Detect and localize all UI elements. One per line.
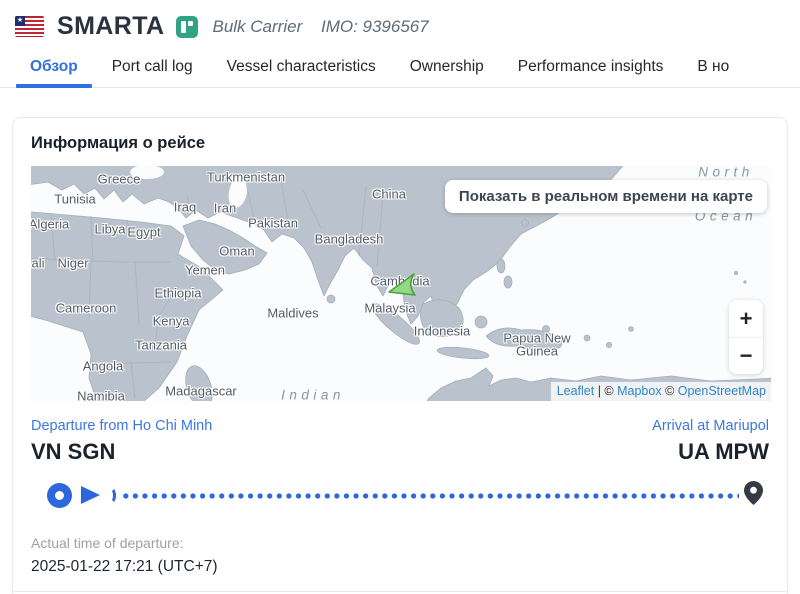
map-label-niger: Niger	[57, 255, 89, 271]
tab-port-call-log[interactable]: Port call log	[111, 57, 193, 75]
attribution-separator: |	[594, 384, 605, 398]
voyage-map[interactable]: Greece Turkmenistan China Tunisia Iraq Iran Pa…	[31, 166, 771, 401]
actual-departure-label: Actual time of departure:	[31, 535, 184, 551]
map-label-algeria: Algeria	[31, 216, 70, 232]
map-label-yemen: Yemen	[185, 262, 225, 278]
destination-pin-icon	[744, 481, 763, 505]
tab-в-но[interactable]: В но	[697, 57, 730, 75]
route-dotted-track	[121, 493, 739, 499]
leaflet-link[interactable]: Leaflet	[556, 384, 595, 398]
map-label-pakistan: Pakistan	[248, 215, 298, 231]
map-label-cambodia: Cambodia	[370, 273, 430, 289]
map-label-namibia: Namibia	[77, 388, 125, 402]
arrival-link[interactable]: Arrival at Mariupol	[652, 418, 769, 434]
map-label-china: China	[372, 186, 406, 202]
ocean-label-north: North	[698, 166, 754, 180]
map-label-turkmenistan: Turkmenistan	[206, 169, 286, 185]
zoom-out-button[interactable]: −	[729, 337, 763, 374]
card-title: Информация о рейсе	[31, 134, 206, 152]
copyright-symbol: ©	[604, 384, 618, 398]
tab-vessel-characteristics[interactable]: Vessel characteristics	[226, 57, 376, 75]
map-label-tunisia: Tunisia	[54, 191, 96, 207]
tab-ownership[interactable]: Ownership	[409, 57, 484, 75]
map-label-guinea: Guinea	[516, 343, 558, 359]
origin-marker-icon	[47, 483, 72, 508]
mapbox-link[interactable]: Mapbox	[617, 384, 662, 398]
map-label-ethiopia: Ethiopia	[154, 285, 202, 301]
map-attribution: Leaflet | © Mapbox © OpenStreetMap	[550, 382, 771, 401]
zoom-in-button[interactable]: +	[729, 300, 763, 337]
map-label-egypt: Egypt	[127, 224, 161, 240]
map-label-cameroon: Cameroon	[55, 300, 117, 316]
tab-обзор[interactable]: Обзор	[16, 46, 92, 88]
vessel-progress-arrow-icon	[81, 486, 100, 504]
vessel-position-icon[interactable]	[31, 166, 771, 401]
tab-bar: Обзор Port call log Vessel characteristics…	[0, 46, 800, 88]
map-label-iran: Iran	[213, 200, 237, 216]
departure-link[interactable]: Departure from Ho Chi Minh	[31, 418, 213, 434]
voyage-info-card: Информация о рейсе	[12, 117, 788, 594]
card-divider	[13, 591, 787, 592]
map-label-greece: Greece	[97, 171, 141, 187]
vessel-header: ★ SMARTA Bulk Carrier IMO: 9396567	[0, 0, 800, 46]
map-label-kenya: Kenya	[152, 313, 190, 329]
map-label-iraq: Iraq	[173, 199, 197, 215]
map-label-papua-new: Papua New	[503, 330, 571, 346]
map-label-angola: Angola	[82, 358, 124, 374]
map-label-madagascar: Madagascar	[165, 383, 237, 399]
map-label-malaysia: Malaysia	[364, 300, 416, 316]
map-label-oman: Oman	[219, 243, 255, 259]
voyage-progress-line	[31, 479, 769, 513]
wake-arc-icon	[105, 487, 116, 504]
ocean-label-indian: Indian	[281, 387, 345, 402]
map-label-tanzania: Tanzania	[134, 337, 188, 353]
copyright-symbol-2: ©	[661, 384, 678, 398]
vessel-subtitle: Bulk Carrier IMO: 9396567	[212, 17, 428, 37]
map-zoom-control: + −	[729, 300, 763, 374]
departure-port-code: VN SGN	[31, 439, 116, 464]
vessel-type-grid-icon	[176, 15, 199, 38]
flag-star: ★	[15, 16, 25, 26]
arrival-port-code: UA MPW	[678, 439, 769, 464]
actual-departure-value: 2025-01-22 17:21 (UTC+7)	[31, 558, 218, 575]
vessel-type: Bulk Carrier	[212, 16, 303, 36]
vessel-imo: IMO: 9396567	[320, 16, 429, 36]
tab-performance-insights[interactable]: Performance insights	[517, 57, 664, 75]
map-label-indonesia: Indonesia	[413, 323, 471, 339]
map-label-ali: ali	[31, 255, 45, 271]
liberia-flag-icon: ★	[15, 16, 44, 37]
osm-link[interactable]: OpenStreetMap	[677, 384, 766, 398]
map-label-maldives: Maldives	[267, 305, 319, 321]
vessel-name: SMARTA	[57, 12, 165, 40]
map-label-bangladesh: Bangladesh	[314, 231, 384, 247]
map-label-libya: Libya	[94, 221, 126, 237]
show-realtime-map-button[interactable]: Показать в реальном времени на карте	[444, 180, 767, 213]
